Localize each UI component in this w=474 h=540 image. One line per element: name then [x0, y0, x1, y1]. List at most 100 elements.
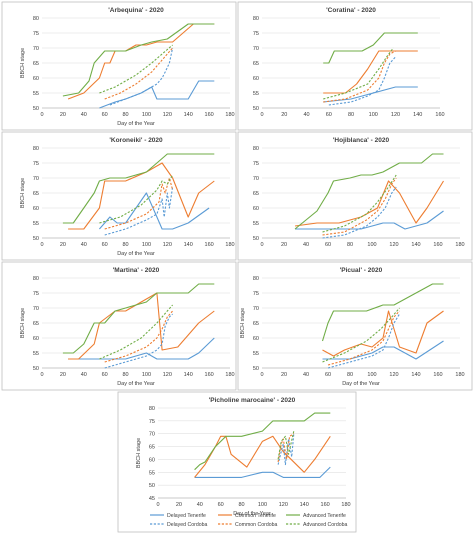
- series-line-advanced-cordoba: [99, 304, 174, 360]
- x-tick-label: 40: [81, 242, 87, 248]
- chart-title: 'Koroneiki' - 2020: [109, 137, 163, 144]
- y-tick-label: 80: [253, 16, 259, 22]
- panel-frame: [237, 1, 473, 131]
- y-tick-label: 70: [33, 46, 39, 52]
- series-line-delayed-tenerife: [295, 210, 444, 230]
- legend-label: Advanced Tenerife: [303, 513, 346, 519]
- y-tick-label: 80: [253, 146, 259, 152]
- x-tick-label: 160: [321, 502, 330, 508]
- x-tick-label: 40: [303, 112, 309, 118]
- y-tick-label: 80: [33, 276, 39, 282]
- panel-frame: [1, 261, 237, 391]
- x-tick-label: 120: [389, 242, 398, 248]
- y-tick-label: 65: [253, 191, 259, 197]
- x-tick-label: 100: [258, 502, 267, 508]
- x-tick-label: 80: [347, 372, 353, 378]
- chart-panel-3: 'Koroneiki' - 2020 50 55 60 65 70 75 80 0 20 40 60 8…: [1, 131, 237, 261]
- y-tick-label: 60: [33, 76, 39, 82]
- y-tick-label: 75: [33, 31, 39, 37]
- panel-frame: [237, 261, 473, 391]
- series-line-common-cordoba: [322, 177, 397, 236]
- x-tick-label: 60: [325, 242, 331, 248]
- x-tick-label: 180: [455, 242, 464, 248]
- series-line-delayed-cordoba: [327, 313, 400, 369]
- y-tick-label: 80: [33, 16, 39, 22]
- x-axis-label: Day of the Year: [342, 381, 380, 387]
- y-tick-label: 70: [33, 306, 39, 312]
- series-line-common-cordoba: [104, 310, 174, 363]
- series-line-advanced-cordoba: [322, 307, 400, 363]
- y-tick-label: 50: [253, 106, 259, 112]
- x-tick-label: 60: [102, 242, 108, 248]
- y-tick-label: 55: [33, 351, 39, 357]
- y-tick-label: 65: [149, 445, 155, 451]
- x-tick-label: 100: [367, 242, 376, 248]
- series-line-advanced-tenerife: [62, 283, 215, 354]
- chart-panel-1: 'Arbequina' - 2020 50 55 60 65 70 75 80 0 20 40 60 8…: [1, 1, 237, 131]
- x-tick-label: 0: [40, 242, 43, 248]
- x-tick-label: 180: [225, 372, 234, 378]
- x-tick-label: 120: [163, 372, 172, 378]
- x-tick-label: 60: [325, 372, 331, 378]
- y-tick-label: 50: [33, 236, 39, 242]
- legend-item-delayed-cordoba: Delayed Cordoba: [150, 522, 207, 528]
- series-line-advanced-cordoba: [99, 44, 173, 94]
- x-tick-label: 140: [184, 112, 193, 118]
- series-line-common-cordoba: [104, 47, 174, 100]
- series-line-common-cordoba: [323, 50, 396, 103]
- y-tick-label: 55: [253, 351, 259, 357]
- series-line-delayed-tenerife: [98, 192, 210, 230]
- series-line-delayed-cordoba: [104, 186, 174, 236]
- y-tick-label: 65: [33, 191, 39, 197]
- x-tick-label: 160: [205, 242, 214, 248]
- x-tick-label: 140: [300, 502, 309, 508]
- y-tick-label: 65: [253, 321, 259, 327]
- y-tick-label: 55: [253, 91, 259, 97]
- x-tick-label: 0: [260, 112, 263, 118]
- legend-label: Advanced Cordoba: [303, 522, 348, 528]
- panel-frame: [117, 391, 357, 533]
- x-tick-label: 20: [281, 242, 287, 248]
- x-tick-label: 140: [184, 242, 193, 248]
- y-tick-label: 50: [253, 366, 259, 372]
- series-line-advanced-cordoba: [99, 174, 174, 224]
- x-axis-label: Day of the Year: [117, 121, 155, 127]
- x-axis-label: Day of the Year: [233, 511, 271, 517]
- chart-title: 'Picual' - 2020: [340, 267, 383, 274]
- x-tick-label: 20: [281, 372, 287, 378]
- series-line-common-cordoba: [327, 310, 400, 366]
- x-tick-label: 100: [142, 112, 151, 118]
- x-tick-label: 160: [433, 372, 442, 378]
- series-line-delayed-cordoba: [277, 433, 295, 466]
- chart-panel-2: 'Coratina' - 2020 50 55 60 65 70 75 80 0 20 40 60 80…: [237, 1, 473, 131]
- series-line-delayed-cordoba: [109, 47, 174, 106]
- x-tick-label: 0: [260, 372, 263, 378]
- y-tick-label: 70: [253, 176, 259, 182]
- x-tick-label: 140: [411, 372, 420, 378]
- legend: Delayed Tenerife Common Tenerife Advanced …: [150, 513, 348, 528]
- y-tick-label: 50: [33, 366, 39, 372]
- series-line-delayed-tenerife: [194, 466, 331, 478]
- x-tick-label: 100: [369, 112, 378, 118]
- y-tick-label: 70: [33, 176, 39, 182]
- x-tick-label: 180: [455, 372, 464, 378]
- x-tick-label: 0: [156, 502, 159, 508]
- x-tick-label: 160: [205, 372, 214, 378]
- x-tick-label: 40: [81, 372, 87, 378]
- x-tick-label: 40: [303, 242, 309, 248]
- x-tick-label: 180: [225, 242, 234, 248]
- x-tick-label: 100: [142, 372, 151, 378]
- x-tick-label: 20: [281, 112, 287, 118]
- series-line-advanced-cordoba: [277, 430, 295, 460]
- series-line-delayed-cordoba: [328, 56, 396, 106]
- x-tick-label: 120: [389, 372, 398, 378]
- x-tick-label: 40: [81, 112, 87, 118]
- y-tick-label: 55: [149, 470, 155, 476]
- x-tick-label: 160: [205, 112, 214, 118]
- y-tick-label: 80: [253, 276, 259, 282]
- x-tick-label: 60: [102, 372, 108, 378]
- legend-label: Delayed Cordoba: [167, 522, 207, 528]
- legend-item-delayed-tenerife: Delayed Tenerife: [150, 513, 206, 519]
- chart-panel-5: 'Martina' - 2020 50 55 60 65 70 75 80 0 20 40 60 80 1…: [1, 261, 237, 391]
- x-tick-label: 180: [225, 112, 234, 118]
